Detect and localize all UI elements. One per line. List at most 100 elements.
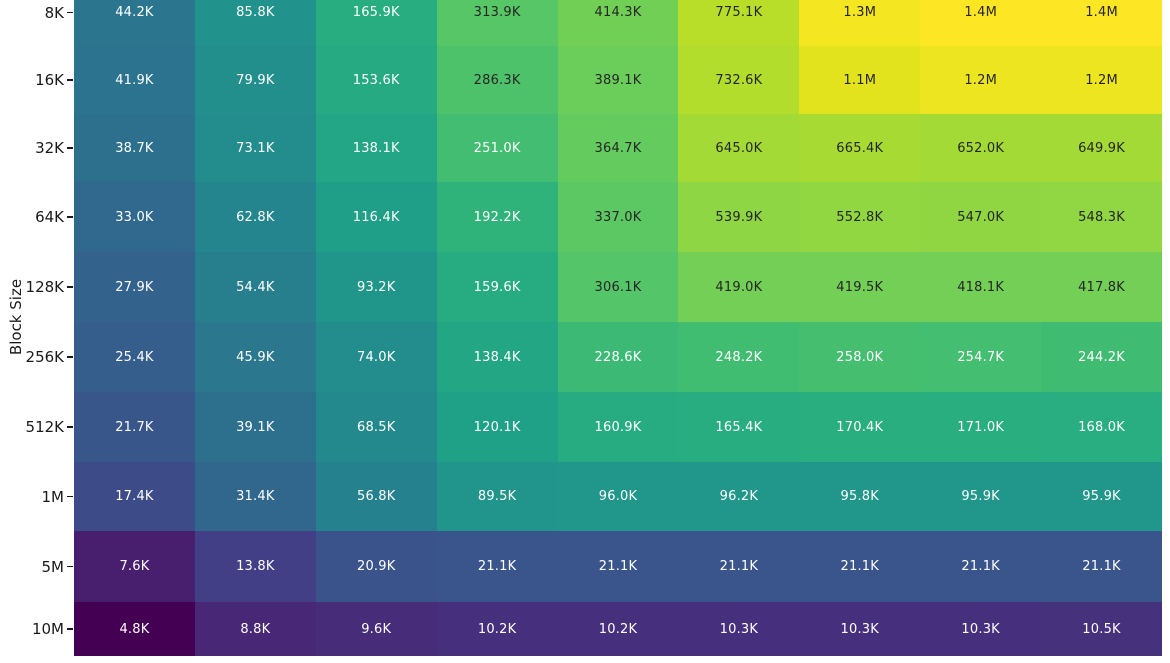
y-tick-label: 5M	[41, 557, 65, 576]
heatmap-cell: 417.8K	[1041, 252, 1162, 322]
heatmap-cell: 10.5K	[1041, 602, 1162, 656]
heatmap-cell: 120.1K	[436, 392, 558, 462]
heatmap-cell: 1.3M	[799, 0, 921, 46]
heatmap-cell: 116.4K	[315, 182, 437, 252]
heatmap-cell: 21.7K	[74, 392, 195, 462]
heatmap-cell: 20.9K	[315, 531, 437, 602]
heatmap-cell: 337.0K	[557, 182, 679, 252]
y-tick-label: 8K	[44, 3, 64, 22]
heatmap-cell: 364.7K	[557, 114, 679, 182]
heatmap-cell: 54.4K	[194, 252, 316, 322]
heatmap-cell: 419.5K	[799, 252, 921, 322]
heatmap-cell: 539.9K	[678, 182, 800, 252]
heatmap-cell: 89.5K	[436, 462, 558, 531]
heatmap-cell: 4.8K	[74, 602, 195, 656]
heatmap-cell: 165.4K	[678, 392, 800, 462]
y-tick-mark	[67, 628, 73, 630]
heatmap-cell: 552.8K	[799, 182, 921, 252]
heatmap-cell: 21.1K	[557, 531, 679, 602]
heatmap-cell: 9.6K	[315, 602, 437, 656]
heatmap-cell: 168.0K	[1041, 392, 1162, 462]
heatmap-cell: 96.0K	[557, 462, 679, 531]
heatmap-cell: 95.9K	[920, 462, 1042, 531]
heatmap-cell: 17.4K	[74, 462, 195, 531]
heatmap-cell: 1.4M	[1041, 0, 1162, 46]
heatmap-cell: 21.1K	[436, 531, 558, 602]
heatmap-cell: 8.8K	[194, 602, 316, 656]
y-tick-label: 64K	[35, 208, 64, 226]
heatmap-cell: 1.1M	[799, 46, 921, 114]
y-tick-mark	[67, 147, 73, 149]
heatmap-cell: 38.7K	[74, 114, 195, 182]
y-tick-mark	[67, 495, 73, 498]
heatmap-cell: 171.0K	[920, 392, 1042, 462]
heatmap-cell: 79.9K	[194, 46, 316, 114]
heatmap-cell: 93.2K	[315, 252, 437, 322]
heatmap-cell: 74.0K	[315, 322, 437, 392]
heatmap-cell: 138.4K	[436, 322, 558, 392]
heatmap-cell: 389.1K	[557, 46, 679, 114]
heatmap-cell: 665.4K	[799, 114, 921, 182]
heatmap-cell: 170.4K	[799, 392, 921, 462]
heatmap-cell: 95.8K	[799, 462, 921, 531]
y-tick-mark	[67, 565, 73, 568]
heatmap-cell: 10.3K	[799, 602, 921, 656]
heatmap-grid: 44.2K 85.8K 165.9K 313.9K 414.3K 775.1K 1.3M 1.…	[74, 0, 1162, 656]
heatmap-cell: 418.1K	[920, 252, 1042, 322]
heatmap-cell: 39.1K	[194, 392, 316, 462]
heatmap-cell: 153.6K	[315, 46, 437, 114]
y-tick-label: 128K	[25, 278, 64, 296]
y-tick-label: 10M	[31, 620, 64, 638]
y-tick-label: 32K	[35, 139, 64, 157]
heatmap-cell: 1.2M	[1041, 46, 1162, 114]
heatmap-cell: 645.0K	[678, 114, 800, 182]
heatmap-cell: 56.8K	[315, 462, 437, 531]
heatmap-cell: 73.1K	[194, 114, 316, 182]
y-tick-label: 1M	[41, 487, 65, 506]
y-tick-mark	[67, 426, 73, 428]
heatmap-cell: 1.2M	[920, 46, 1042, 114]
heatmap-cell: 192.2K	[436, 182, 558, 252]
heatmap-cell: 306.1K	[557, 252, 679, 322]
heatmap-cell: 68.5K	[315, 392, 437, 462]
heatmap-cell: 160.9K	[557, 392, 679, 462]
heatmap-cell: 44.2K	[74, 0, 195, 46]
y-tick-mark	[67, 216, 73, 218]
heatmap-cell: 649.9K	[1041, 114, 1162, 182]
heatmap-cell: 548.3K	[1041, 182, 1162, 252]
heatmap-cell: 21.1K	[1041, 531, 1162, 602]
heatmap-cell: 10.3K	[678, 602, 800, 656]
y-tick-mark	[67, 11, 73, 14]
y-tick-label: 256K	[25, 348, 64, 366]
heatmap-cell: 10.2K	[436, 602, 558, 656]
heatmap-cell: 31.4K	[194, 462, 316, 531]
heatmap-cell: 33.0K	[74, 182, 195, 252]
heatmap-cell: 244.2K	[1041, 322, 1162, 392]
heatmap-cell: 652.0K	[920, 114, 1042, 182]
heatmap-cell: 775.1K	[678, 0, 800, 46]
y-tick-label: 16K	[35, 71, 64, 89]
y-tick-mark	[67, 79, 73, 81]
heatmap-cell: 732.6K	[678, 46, 800, 114]
heatmap-cell: 21.1K	[799, 531, 921, 602]
heatmap-cell: 25.4K	[74, 322, 195, 392]
heatmap-cell: 414.3K	[557, 0, 679, 46]
y-axis: 8K 16K 32K 64K 128K 256K 512K 1M 5M 10M	[0, 0, 74, 663]
heatmap-cell: 45.9K	[194, 322, 316, 392]
heatmap-cell: 159.6K	[436, 252, 558, 322]
y-tick-label: 512K	[25, 418, 64, 436]
heatmap-cell: 251.0K	[436, 114, 558, 182]
heatmap-cell: 419.0K	[678, 252, 800, 322]
heatmap-cell: 313.9K	[436, 0, 558, 46]
heatmap-cell: 95.9K	[1041, 462, 1162, 531]
heatmap-cell: 258.0K	[799, 322, 921, 392]
heatmap-cell: 13.8K	[194, 531, 316, 602]
heatmap-cell: 27.9K	[74, 252, 195, 322]
heatmap-cell: 96.2K	[678, 462, 800, 531]
heatmap-cell: 10.2K	[557, 602, 679, 656]
heatmap-cell: 165.9K	[315, 0, 437, 46]
y-tick-mark	[67, 286, 73, 288]
heatmap-cell: 286.3K	[436, 46, 558, 114]
heatmap-cell: 228.6K	[557, 322, 679, 392]
